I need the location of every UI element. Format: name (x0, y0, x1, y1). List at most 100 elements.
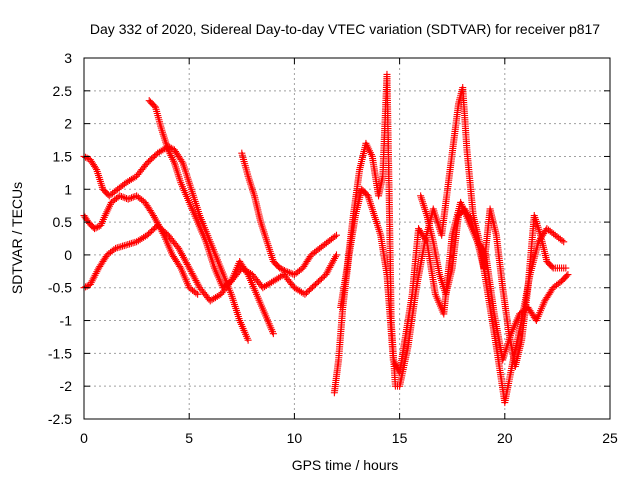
data-point-marker (259, 284, 267, 292)
x-tick-label: 5 (185, 430, 193, 446)
data-point-marker (140, 233, 148, 241)
data-points (80, 70, 572, 407)
plot-frame (83, 57, 611, 420)
y-tick-label: 2 (64, 116, 72, 132)
data-point-marker (131, 192, 139, 200)
data-point-marker (83, 154, 91, 162)
x-tick-label: 15 (392, 430, 408, 446)
y-tick-label: 3 (64, 50, 72, 66)
data-point-marker (94, 223, 102, 231)
data-point-marker (282, 267, 290, 275)
data-point-marker (157, 147, 165, 155)
data-point-marker (563, 272, 571, 280)
data-point-marker (206, 297, 214, 305)
data-point-marker (119, 193, 127, 201)
data-point-marker (244, 336, 252, 344)
data-point-marker (117, 192, 125, 200)
data-point-marker (290, 284, 298, 292)
data-point-marker (82, 283, 90, 291)
x-tick-label: 0 (80, 430, 88, 446)
data-point-marker (128, 194, 136, 202)
y-tick-label: 1.5 (53, 148, 73, 164)
data-point-marker (243, 269, 251, 277)
data-point-marker (83, 282, 91, 290)
data-point-marker (126, 194, 134, 202)
data-point-marker (154, 149, 162, 157)
axes: 0 5 10 15 20 25 -2.5 -2 -1.5 -1 -0.5 0 0.5 1 1.5 2 2.5 3 (48, 50, 618, 446)
data-point-marker (261, 283, 269, 291)
data-point-marker (82, 153, 90, 161)
data-point-marker (178, 157, 186, 165)
data-point-marker (126, 177, 134, 185)
data-point-marker (332, 231, 340, 239)
data-point-marker (138, 235, 146, 242)
x-tick-label: 25 (602, 430, 618, 446)
y-tick-label: 0 (64, 247, 72, 263)
data-point-marker (275, 274, 283, 282)
y-tick-label: -0.5 (48, 280, 72, 296)
data-point-marker (297, 288, 305, 296)
data-point-marker (155, 148, 163, 156)
data-point-marker (212, 294, 219, 302)
data-point-marker (562, 264, 570, 272)
data-point-marker (296, 287, 304, 295)
x-axis-label: GPS time / hours (292, 457, 399, 473)
data-point-marker (284, 268, 292, 276)
data-point-marker (280, 266, 288, 274)
x-tick-label: 20 (497, 430, 513, 446)
y-tick-label: -2 (60, 378, 73, 394)
data-point-marker (285, 269, 293, 277)
data-point-marker (122, 179, 130, 187)
data-point-marker (558, 236, 566, 244)
data-point-marker (134, 237, 142, 245)
data-point-marker (331, 233, 339, 241)
data-point-marker (292, 285, 300, 293)
y-tick-label: 0.5 (53, 214, 73, 230)
data-point-marker (332, 251, 340, 259)
y-tick-label: -1.5 (48, 345, 72, 361)
data-point-marker (92, 224, 100, 232)
y-tick-label: -2.5 (48, 411, 72, 427)
data-point-marker (264, 280, 272, 288)
y-tick-label: 1 (64, 181, 72, 197)
data-point-marker (192, 289, 200, 297)
data-point-marker (294, 286, 302, 294)
data-point-marker (121, 194, 129, 202)
data-point-marker (262, 282, 270, 290)
data-point-marker (276, 264, 284, 272)
data-point-marker (136, 236, 144, 244)
data-point-marker (124, 195, 132, 203)
data-point-marker (208, 296, 216, 304)
data-point-marker (176, 262, 184, 270)
data-point-marker (210, 295, 218, 303)
chart-title: Day 332 of 2020, Sidereal Day-to-day VTE… (90, 21, 600, 37)
data-point-marker (127, 175, 135, 183)
x-tick-label: 10 (287, 430, 303, 446)
data-point-marker (273, 275, 281, 283)
data-point-marker (129, 174, 137, 182)
data-point-marker (271, 276, 279, 284)
data-point-marker (133, 238, 141, 246)
data-point-marker (277, 265, 285, 273)
data-point-marker (560, 238, 568, 246)
data-point-marker (269, 277, 277, 285)
data-point-marker (213, 292, 221, 300)
data-point-marker (289, 270, 297, 278)
y-tick-label: 2.5 (53, 83, 73, 99)
data-point-marker (269, 330, 277, 338)
grid (84, 58, 610, 419)
data-point-marker (92, 164, 100, 172)
data-point-marker (548, 263, 556, 271)
data-point-marker (124, 178, 132, 186)
data-point-marker (564, 271, 572, 279)
data-point-marker (268, 278, 276, 286)
data-point-marker (266, 279, 274, 287)
y-axis-label: SDTVAR / TECUs (9, 182, 25, 294)
data-point-marker (116, 192, 124, 200)
data-point-marker (91, 225, 99, 233)
data-point-marker (279, 266, 287, 274)
data-point-marker (194, 290, 202, 298)
y-tick-label: -1 (60, 313, 73, 329)
